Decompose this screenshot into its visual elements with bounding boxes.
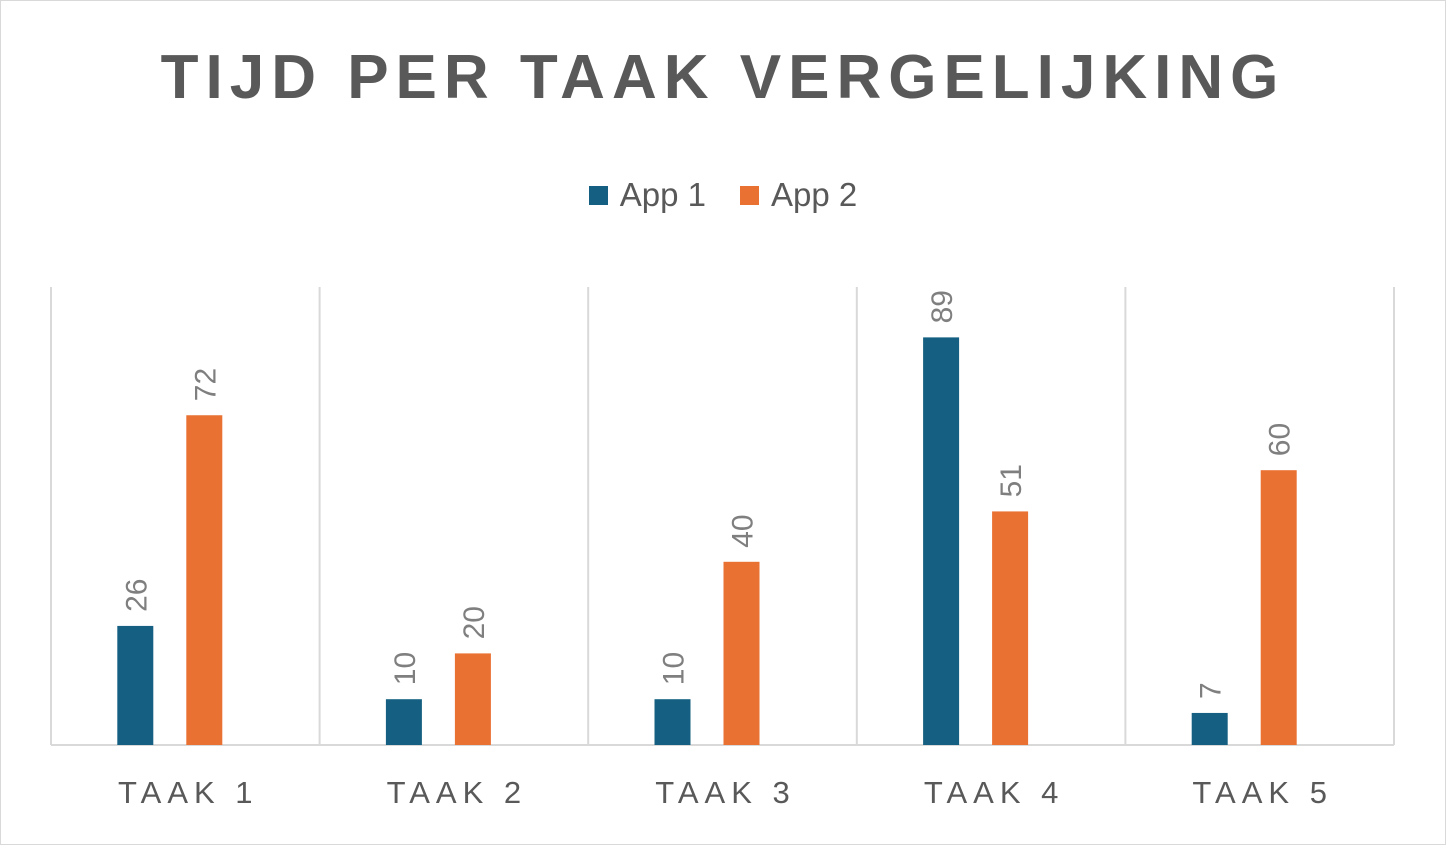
bar-app-1-taak-4 <box>923 337 960 745</box>
legend-item-app-1: App 1 <box>588 176 706 214</box>
x-tick-label-taak-3: TAAK 3 <box>655 775 796 810</box>
bar-app-1-taak-5 <box>1191 712 1228 745</box>
data-label-app-2-taak-1: 72 <box>189 368 222 401</box>
x-tick-label-taak-1: TAAK 1 <box>118 775 259 810</box>
data-label-app-2-taak-3: 40 <box>727 514 760 547</box>
x-tick-label-taak-2: TAAK 2 <box>387 775 528 810</box>
legend-swatch-app-2 <box>740 185 759 205</box>
chart-title: TIJD PER TAAK VERGELIJKING <box>160 43 1286 112</box>
bar-app-1-taak-3 <box>654 699 691 745</box>
data-label-app-1-taak-2: 10 <box>389 652 422 685</box>
bar-app-2-taak-2 <box>454 653 491 745</box>
legend-item-app-2: App 2 <box>740 176 857 214</box>
legend-label-app-1: App 1 <box>619 176 706 213</box>
bar-app-2-taak-5 <box>1260 470 1297 745</box>
legend-swatch-app-1 <box>588 185 608 205</box>
x-tick-label-taak-5: TAAK 5 <box>1192 775 1333 810</box>
bar-app-2-taak-4 <box>992 511 1029 745</box>
data-label-app-2-taak-4: 51 <box>995 464 1028 497</box>
data-label-app-1-taak-3: 10 <box>658 652 691 685</box>
bar-app-2-taak-1 <box>186 415 223 745</box>
legend-label-app-2: App 2 <box>771 176 858 213</box>
data-label-app-1-taak-5: 7 <box>1195 682 1228 699</box>
bar-app-1-taak-1 <box>117 625 154 745</box>
data-label-app-2-taak-5: 60 <box>1264 423 1297 456</box>
data-label-app-1-taak-4: 89 <box>926 290 959 323</box>
bar-app-1-taak-2 <box>385 699 422 745</box>
bar-app-2-taak-3 <box>723 561 760 745</box>
data-label-app-2-taak-2: 20 <box>458 606 491 639</box>
data-label-app-1-taak-1: 26 <box>120 579 153 612</box>
legend: App 1 App 2 <box>0 176 1446 214</box>
x-tick-label-taak-4: TAAK 4 <box>924 775 1065 810</box>
